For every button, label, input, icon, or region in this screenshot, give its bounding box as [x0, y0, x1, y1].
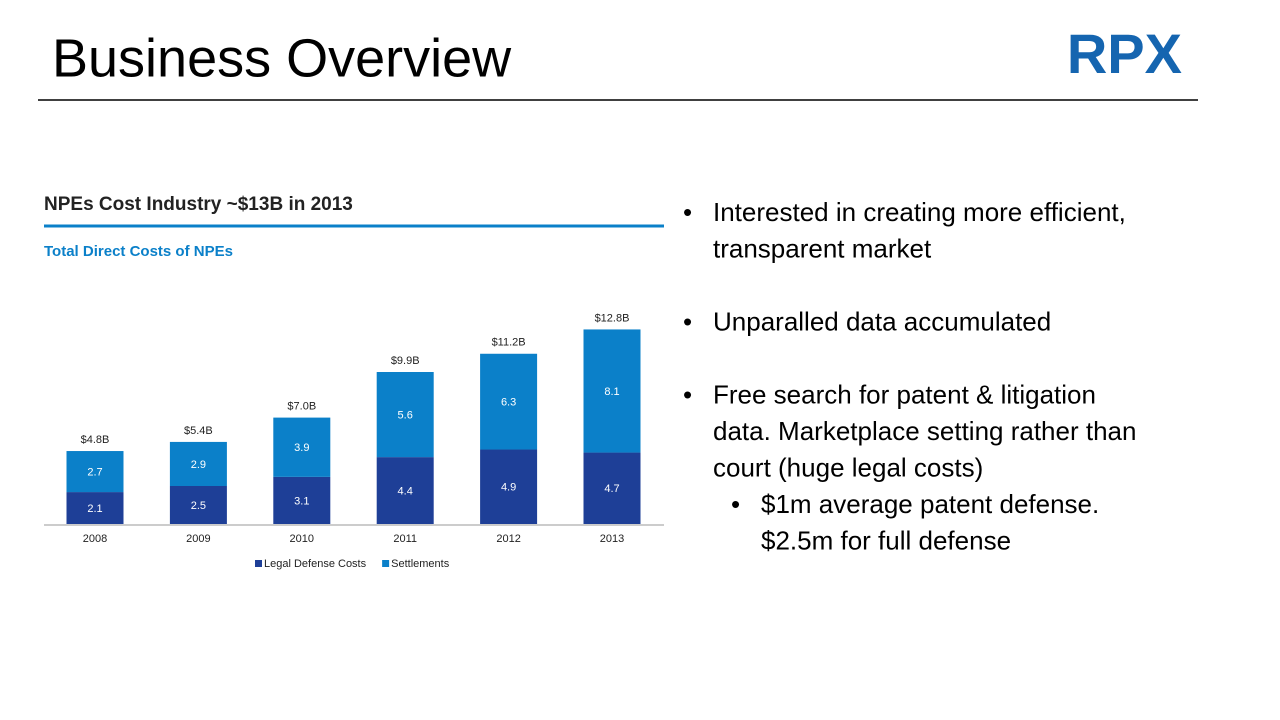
segment-label: 2.5 — [191, 500, 206, 512]
legend-swatch — [255, 560, 262, 567]
segment-label: 8.1 — [604, 386, 619, 398]
x-tick-label: 2011 — [393, 533, 417, 545]
segment-label: 2.9 — [191, 459, 206, 471]
logo: RPX — [1067, 22, 1182, 85]
segment-label: 2.7 — [87, 466, 102, 478]
bar-segment — [66, 451, 124, 493]
total-label: $9.9B — [391, 355, 420, 367]
total-label: $12.8B — [595, 312, 630, 324]
segment-label: 4.4 — [398, 485, 413, 497]
segment-label: 3.1 — [294, 495, 309, 507]
slide-title: Business Overview — [52, 28, 512, 88]
legend-label: Settlements — [391, 558, 450, 570]
bar-segment — [583, 452, 641, 524]
bullet-dot: • — [683, 197, 692, 227]
bullet-text: court (huge legal costs) — [713, 452, 983, 482]
segment-label: 4.7 — [604, 483, 619, 495]
total-label: $5.4B — [184, 425, 213, 437]
x-tick-label: 2010 — [290, 533, 314, 545]
bullet-text: data. Marketplace setting rather than — [713, 416, 1136, 446]
chart-title: NPEs Cost Industry ~$13B in 2013 — [44, 194, 353, 215]
sub-bullet-dot: • — [731, 489, 740, 519]
sub-bullet-text: $2.5m for full defense — [761, 525, 1011, 555]
bar-segment — [66, 492, 124, 524]
total-label: $11.2B — [492, 337, 526, 349]
bullet-dot: • — [683, 379, 692, 409]
legend-label: Legal Defense Costs — [264, 558, 367, 570]
segment-label: 3.9 — [294, 442, 309, 454]
bullet-text: Interested in creating more efficient, — [713, 197, 1126, 227]
sub-bullet-text: $1m average patent defense. — [761, 489, 1099, 519]
bullet-text: Unparalled data accumulated — [713, 306, 1051, 336]
bar-segment — [169, 441, 227, 486]
x-tick-label: 2009 — [186, 533, 210, 545]
total-label: $4.8B — [81, 434, 110, 446]
bar-segment — [480, 353, 538, 450]
bar-segment — [376, 457, 434, 524]
chart-subtitle: Total Direct Costs of NPEs — [44, 243, 233, 260]
x-tick-label: 2012 — [496, 533, 520, 545]
segment-label: 2.1 — [87, 503, 102, 515]
segment-label: 4.9 — [501, 482, 516, 494]
bar-segment — [169, 486, 227, 524]
bullet-text: Free search for patent & litigation — [713, 379, 1096, 409]
legend-swatch — [382, 560, 390, 567]
bullet-text: transparent market — [713, 233, 932, 263]
bar-segment — [273, 417, 331, 477]
bullet-dot: • — [683, 306, 692, 336]
total-label: $7.0B — [287, 401, 316, 413]
segment-label: 6.3 — [501, 397, 516, 409]
bar-segment — [273, 476, 331, 524]
x-tick-label: 2013 — [600, 533, 624, 545]
bar-segment — [480, 449, 538, 524]
bar-segment — [376, 372, 434, 458]
x-tick-label: 2008 — [83, 533, 107, 545]
segment-label: 5.6 — [398, 409, 413, 421]
bar-segment — [583, 329, 641, 453]
